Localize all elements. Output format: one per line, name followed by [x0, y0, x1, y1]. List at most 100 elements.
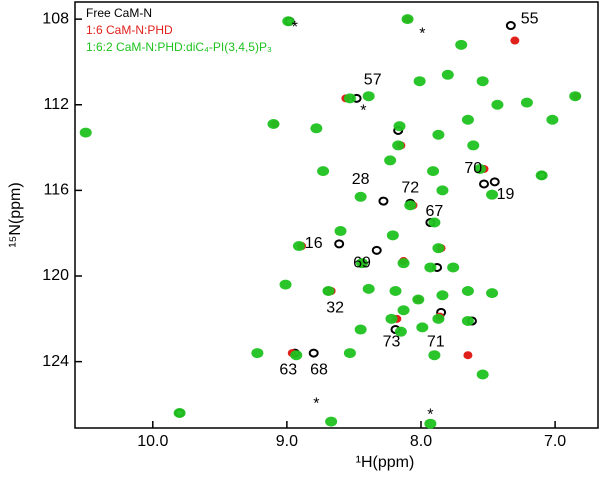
annotation: 68: [310, 361, 328, 378]
annotation: 69: [353, 254, 371, 271]
peak: [371, 245, 382, 255]
peak: [343, 348, 356, 359]
peak: [432, 313, 445, 324]
peak: [310, 123, 323, 134]
peak: [317, 166, 330, 177]
peak: [479, 179, 490, 189]
annotation: *: [292, 19, 298, 36]
annotation: 73: [383, 334, 401, 351]
peak: [404, 200, 417, 211]
peak: [424, 262, 437, 273]
peak: [282, 16, 295, 27]
peak: [476, 76, 489, 87]
peak: [362, 283, 375, 294]
annotation: 57: [364, 71, 382, 88]
peak: [325, 416, 338, 427]
peak: [290, 350, 303, 361]
peak: [473, 163, 486, 174]
annotation: *: [427, 406, 433, 423]
peak: [334, 226, 347, 237]
x-axis-label: ¹H(ppm): [356, 454, 415, 471]
peak: [436, 290, 449, 301]
peak: [461, 114, 474, 125]
x-tick-label: 8.0: [410, 433, 432, 450]
legend-entry: 1:6 CaM-N:PHD: [86, 23, 173, 37]
peak: [79, 127, 92, 138]
peak: [461, 285, 474, 296]
peak: [354, 324, 367, 335]
peak: [461, 315, 474, 326]
x-tick-label: 10.0: [137, 433, 168, 450]
peak: [491, 99, 504, 110]
annotation: *: [360, 102, 366, 119]
x-tick-label: 7.0: [544, 433, 566, 450]
annotation: 63: [279, 361, 297, 378]
peak: [389, 285, 402, 296]
peak: [343, 93, 356, 104]
annotation: 32: [326, 299, 344, 316]
peak: [505, 21, 516, 31]
peak: [486, 288, 499, 299]
peak: [393, 121, 406, 132]
peak: [354, 191, 367, 202]
peak: [486, 189, 499, 200]
peak: [392, 140, 405, 151]
legend-entry: Free CaM-N: [86, 6, 152, 20]
peak: [394, 326, 407, 337]
y-tick-label: 116: [43, 182, 69, 199]
peak: [476, 369, 489, 380]
y-tick-label: 124: [42, 353, 69, 370]
x-tick-label: 9.0: [276, 433, 298, 450]
annotation: 19: [497, 186, 515, 203]
annotation: 55: [521, 10, 539, 27]
peak: [322, 285, 335, 296]
y-tick-label: 112: [43, 96, 69, 113]
annotation: *: [419, 25, 425, 42]
peak: [424, 418, 437, 429]
y-axis-label: ¹⁵N(ppm): [7, 182, 24, 247]
peak: [292, 241, 305, 252]
peak: [267, 119, 280, 130]
peak: [427, 166, 440, 177]
annotation: *: [313, 396, 319, 413]
peak: [428, 217, 441, 228]
peak: [384, 155, 397, 166]
peak: [510, 36, 520, 45]
peak: [428, 350, 441, 361]
peak: [489, 177, 500, 187]
peak: [546, 114, 559, 125]
peak: [455, 39, 468, 50]
peak: [432, 129, 445, 140]
peak: [173, 408, 186, 419]
peak: [432, 243, 445, 254]
annotation: 28: [352, 171, 370, 188]
peak: [386, 230, 399, 241]
peak: [397, 258, 410, 269]
peak: [413, 76, 426, 87]
annotation: 71: [427, 334, 445, 351]
peak: [436, 185, 449, 196]
peak: [412, 294, 425, 305]
peak: [279, 279, 292, 290]
peak: [362, 91, 375, 102]
legend-entry: 1:6:2 CaM-N:PHD:diC₄-PI(3,4,5)P₃: [86, 40, 272, 54]
peak: [520, 97, 533, 108]
y-tick-label: 108: [42, 10, 69, 27]
peak: [397, 305, 410, 316]
peak: [463, 351, 473, 360]
peak: [441, 69, 454, 80]
annotation: 67: [425, 203, 443, 220]
plot-frame: [74, 1, 599, 429]
peak: [416, 322, 429, 333]
peak: [401, 14, 414, 25]
peak: [385, 313, 398, 324]
peak: [447, 262, 460, 273]
peak: [378, 196, 389, 206]
peak: [467, 140, 480, 151]
annotation: 70: [464, 160, 482, 177]
annotation: 72: [401, 179, 419, 196]
annotation: 16: [305, 235, 323, 252]
peak: [569, 91, 582, 102]
peak: [355, 258, 368, 269]
